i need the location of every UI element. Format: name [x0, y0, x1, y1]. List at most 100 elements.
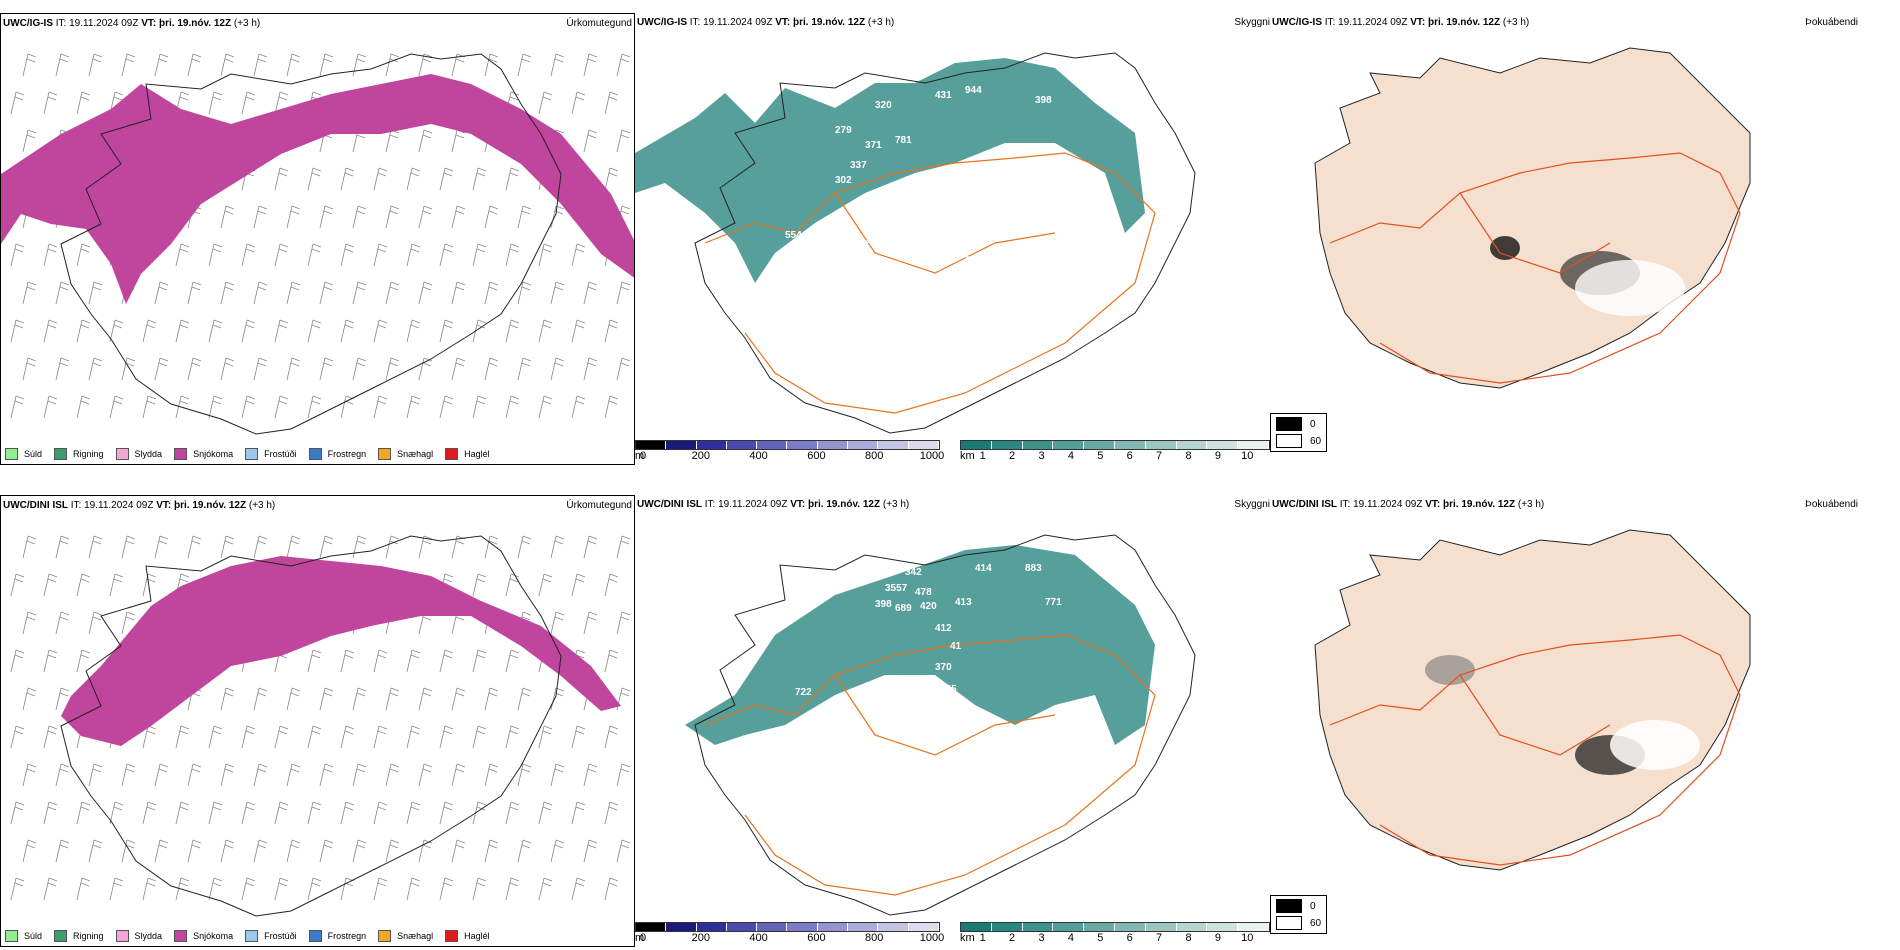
visibility-value-label: 414 [975, 563, 992, 574]
legend-label: Rigning [73, 449, 104, 459]
wind-barb [142, 877, 157, 901]
it-label: IT: [1339, 499, 1351, 510]
colorbar-tick: 600 [807, 932, 826, 944]
wind-barb [604, 801, 619, 825]
colorbar-cell [878, 923, 909, 931]
visibility-value-label: 944 [965, 85, 982, 96]
colorbar-tick: 0 [639, 450, 647, 462]
wind-barb [307, 649, 322, 673]
legend-swatch [5, 448, 18, 460]
wind-barb [208, 91, 223, 115]
wind-barb [340, 877, 355, 901]
ptype-map [10, 535, 631, 917]
legend-item: Snjókoma [174, 930, 233, 942]
iceland-land [1314, 47, 1751, 389]
wind-barb [352, 53, 367, 77]
wind-barb [583, 281, 598, 305]
wind-barb [55, 357, 70, 381]
wind-barb [319, 687, 334, 711]
visibility-value-label: 222 [925, 230, 942, 241]
roads [704, 152, 1156, 414]
wind-barb [319, 357, 334, 381]
lead-time: (+3 h) [1517, 499, 1545, 510]
fog-grey-area [1425, 655, 1475, 685]
wind-barb [22, 763, 37, 787]
colorbar-cell [961, 441, 992, 449]
colorbar-tick: 3 [1038, 450, 1045, 462]
wind-barb [121, 763, 136, 787]
wind-barb [253, 687, 268, 711]
wind-barb [208, 877, 223, 901]
fog-legend-item: 0 [1276, 899, 1321, 913]
legend-swatch [174, 448, 188, 460]
wind-barb [286, 763, 301, 787]
wind-barb [340, 801, 355, 825]
wind-barb [175, 725, 190, 749]
wind-barb [538, 877, 553, 901]
wind-barb [253, 535, 268, 559]
wind-barb [307, 725, 322, 749]
visibility-value-label: 255 [940, 684, 957, 695]
wind-barb [406, 725, 421, 749]
wind-barb [55, 763, 70, 787]
wind-barb [550, 281, 565, 305]
colorbar-tick: 0 [639, 932, 647, 944]
legend-label: 60 [1310, 917, 1322, 929]
wind-barb [220, 687, 235, 711]
it-value: 19.11.2024 09Z [69, 18, 139, 29]
wind-barb [472, 573, 487, 597]
wind-barb [352, 763, 367, 787]
visibility-colorbar-bar [960, 922, 1270, 932]
it-label: IT: [55, 18, 67, 29]
colorbar-tick: 9 [1214, 450, 1221, 462]
colorbar-tick: 4 [1067, 932, 1074, 944]
iceland-outline [694, 52, 1196, 434]
panel-title: Þokuábendi [1805, 499, 1858, 510]
wind-barb [175, 801, 190, 825]
wind-barb [22, 535, 37, 559]
wind-barb [517, 53, 532, 77]
wind-barb [154, 763, 169, 787]
colorbar-cell [1114, 923, 1146, 931]
visibility-value-label: 370 [935, 662, 952, 673]
panel-header: UWC/IG-IS IT: 19.11.2024 09Z VT: þri. 19… [3, 18, 632, 32]
wind-barb [43, 801, 58, 825]
wind-barb [616, 53, 631, 77]
wind-barb [76, 243, 91, 267]
roads [1329, 634, 1741, 866]
colorbar-cell [1084, 441, 1115, 449]
wind-barb [274, 877, 289, 901]
fog-map [1314, 47, 1751, 389]
wind-barb [208, 395, 223, 419]
lead-time: (+3 h) [882, 499, 910, 510]
wind-barb [385, 839, 400, 863]
it-value: 19.11.2024 09Z [718, 499, 788, 510]
wind-barb [22, 281, 37, 305]
wind-barb [142, 319, 157, 343]
wind-barb [373, 319, 388, 343]
colorbar-cell [1207, 923, 1239, 931]
wind-barb [418, 281, 433, 305]
wind-barb [43, 243, 58, 267]
wind-barb [373, 877, 388, 901]
visibility-colorbar-ticks: km 1 2 3 4 5 6 7 8 9 10 [960, 450, 1270, 464]
height-colorbar: m 0 200 400 600 800 1000 [635, 440, 944, 464]
wind-barb [550, 839, 565, 863]
wind-barb [484, 53, 499, 77]
visibility-value-label: 398 [875, 599, 892, 610]
wind-barb [352, 205, 367, 229]
vt-value: þri. 19.nóv. 12Z [1428, 17, 1501, 28]
wind-barb [76, 877, 91, 901]
iceland-outline [60, 53, 562, 435]
wind-barb [43, 877, 58, 901]
wind-barb [274, 725, 289, 749]
model-name: UWC/DINI ISL [3, 500, 68, 511]
wind-barb [352, 535, 367, 559]
wind-barb [286, 357, 301, 381]
visibility-value-label: 883 [1025, 563, 1042, 574]
panel-title: Skyggni [1234, 17, 1270, 28]
legend-label: Frostregn [327, 449, 367, 459]
colorbar-tick: 1000 [919, 450, 945, 462]
panel-header: UWC/IG-IS IT: 19.11.2024 09Z VT: þri. 19… [1272, 17, 1898, 31]
